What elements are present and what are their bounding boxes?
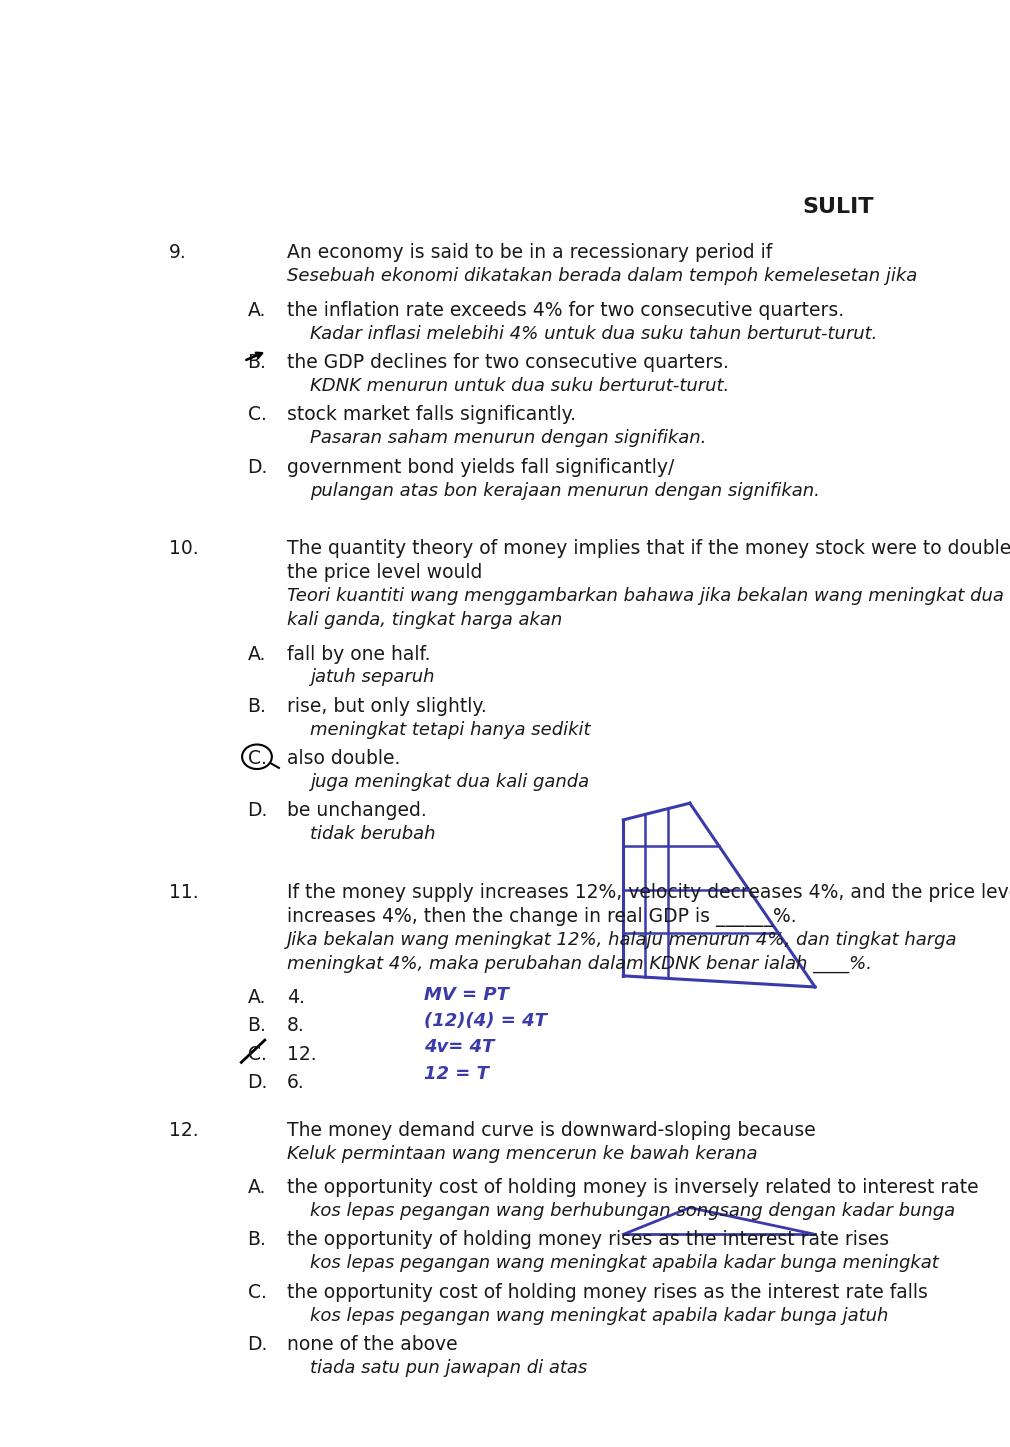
Text: 9.: 9. (170, 243, 187, 262)
Text: jatuh separuh: jatuh separuh (310, 669, 434, 686)
Text: 6.: 6. (287, 1072, 304, 1092)
Text: B.: B. (247, 1016, 267, 1035)
Text: kos lepas pegangan wang meningkat apabila kadar bunga meningkat: kos lepas pegangan wang meningkat apabil… (310, 1255, 939, 1272)
Text: fall by one half.: fall by one half. (287, 644, 430, 664)
Text: C.: C. (247, 750, 267, 768)
Text: kali ganda, tingkat harga akan: kali ganda, tingkat harga akan (287, 611, 562, 629)
Text: 4.: 4. (287, 988, 305, 1007)
Text: the GDP declines for two consecutive quarters.: the GDP declines for two consecutive qua… (287, 353, 728, 372)
Text: MV = PT: MV = PT (424, 985, 509, 1004)
Text: none of the above: none of the above (287, 1336, 458, 1354)
Text: The money demand curve is downward-sloping because: The money demand curve is downward-slopi… (287, 1121, 815, 1140)
Text: KDNK menurun untuk dua suku berturut-turut.: KDNK menurun untuk dua suku berturut-tur… (310, 378, 729, 395)
Text: D.: D. (247, 457, 268, 476)
Text: government bond yields fall significantly/: government bond yields fall significantl… (287, 457, 674, 476)
Text: D.: D. (247, 802, 268, 820)
Text: (12)(4) = 4T: (12)(4) = 4T (424, 1011, 546, 1030)
Text: A.: A. (247, 1178, 266, 1197)
Text: rise, but only slightly.: rise, but only slightly. (287, 696, 487, 716)
Text: B.: B. (247, 1230, 267, 1249)
Text: kos lepas pegangan wang berhubungan songsang dengan kadar bunga: kos lepas pegangan wang berhubungan song… (310, 1202, 955, 1220)
Text: Teori kuantiti wang menggambarkan bahawa jika bekalan wang meningkat dua: Teori kuantiti wang menggambarkan bahawa… (287, 587, 1004, 605)
Text: tiada satu pun jawapan di atas: tiada satu pun jawapan di atas (310, 1359, 588, 1378)
Text: C.: C. (247, 405, 267, 424)
Text: 4v= 4T: 4v= 4T (424, 1039, 494, 1056)
Text: Jika bekalan wang meningkat 12%, halaju menurun 4%, dan tingkat harga: Jika bekalan wang meningkat 12%, halaju … (287, 930, 957, 949)
Text: 12.: 12. (170, 1121, 199, 1140)
Text: tidak berubah: tidak berubah (310, 825, 435, 844)
Text: the opportunity cost of holding money rises as the interest rate falls: the opportunity cost of holding money ri… (287, 1282, 927, 1302)
Text: 10.: 10. (170, 540, 199, 559)
Text: If the money supply increases 12%, velocity decreases 4%, and the price level: If the money supply increases 12%, veloc… (287, 883, 1010, 901)
Text: C.: C. (247, 1282, 267, 1302)
Text: The quantity theory of money implies that if the money stock were to double,: The quantity theory of money implies tha… (287, 540, 1010, 559)
Text: B.: B. (247, 696, 267, 716)
Text: A.: A. (247, 644, 266, 664)
Text: be unchanged.: be unchanged. (287, 802, 426, 820)
Text: D.: D. (247, 1336, 268, 1354)
Text: meningkat 4%, maka perubahan dalam KDNK benar ialah ____%.: meningkat 4%, maka perubahan dalam KDNK … (287, 955, 872, 972)
Text: 11.: 11. (170, 883, 199, 901)
Text: Pasaran saham menurun dengan signifikan.: Pasaran saham menurun dengan signifikan. (310, 430, 707, 447)
Text: the price level would: the price level would (287, 563, 482, 582)
Text: Sesebuah ekonomi dikatakan berada dalam tempoh kemelesetan jika: Sesebuah ekonomi dikatakan berada dalam … (287, 268, 917, 285)
Text: 12.: 12. (287, 1045, 316, 1064)
Text: increases 4%, then the change in real GDP is ______%.: increases 4%, then the change in real GD… (287, 907, 796, 926)
Text: A.: A. (247, 301, 266, 320)
Text: 12 = T: 12 = T (424, 1065, 489, 1082)
Text: juga meningkat dua kali ganda: juga meningkat dua kali ganda (310, 773, 589, 792)
Text: An economy is said to be in a recessionary period if: An economy is said to be in a recessiona… (287, 243, 772, 262)
Text: pulangan atas bon kerajaan menurun dengan signifikan.: pulangan atas bon kerajaan menurun denga… (310, 482, 820, 499)
Text: D.: D. (247, 1072, 268, 1092)
Text: A.: A. (247, 988, 266, 1007)
Text: Keluk permintaan wang mencerun ke bawah kerana: Keluk permintaan wang mencerun ke bawah … (287, 1145, 758, 1163)
Text: 8.: 8. (287, 1016, 304, 1035)
Text: kos lepas pegangan wang meningkat apabila kadar bunga jatuh: kos lepas pegangan wang meningkat apabil… (310, 1307, 889, 1324)
Text: the inflation rate exceeds 4% for two consecutive quarters.: the inflation rate exceeds 4% for two co… (287, 301, 843, 320)
Text: the opportunity cost of holding money is inversely related to interest rate: the opportunity cost of holding money is… (287, 1178, 979, 1197)
Text: C.: C. (247, 1045, 267, 1064)
Text: meningkat tetapi hanya sedikit: meningkat tetapi hanya sedikit (310, 721, 591, 738)
Text: stock market falls significantly.: stock market falls significantly. (287, 405, 576, 424)
Text: also double.: also double. (287, 750, 400, 768)
Text: SULIT: SULIT (802, 197, 874, 217)
Text: B.: B. (247, 353, 267, 372)
Text: Kadar inflasi melebihi 4% untuk dua suku tahun berturut-turut.: Kadar inflasi melebihi 4% untuk dua suku… (310, 326, 878, 343)
Text: the opportunity of holding money rises as the interest rate rises: the opportunity of holding money rises a… (287, 1230, 889, 1249)
